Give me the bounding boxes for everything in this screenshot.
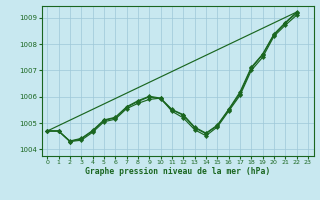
X-axis label: Graphe pression niveau de la mer (hPa): Graphe pression niveau de la mer (hPa) — [85, 167, 270, 176]
